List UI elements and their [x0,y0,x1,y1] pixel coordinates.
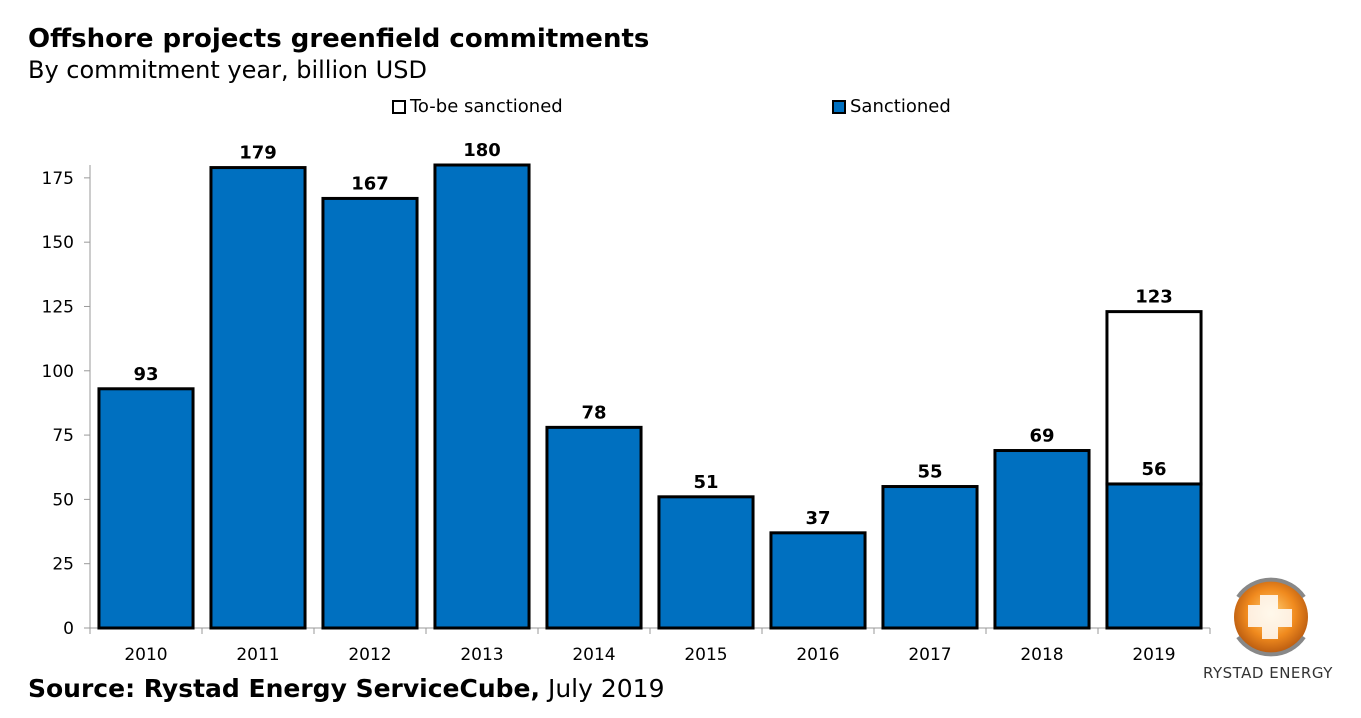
x-tick-label-2015: 2015 [684,645,727,665]
y-tick-label: 50 [52,490,74,510]
bar-sanctioned-2013 [433,163,531,630]
source-date: July 2019 [540,674,665,703]
x-tick-label-2019: 2019 [1132,645,1175,665]
bar-sanctioned-2014 [545,425,643,630]
bar-sanctioned-2010 [97,387,195,630]
bar-sanctioned-2017 [881,485,979,630]
bar-sanctioned-2019 [1105,482,1203,630]
data-label-2013: 180 [463,140,501,161]
x-tick-label-2016: 2016 [796,645,839,665]
bar-sanctioned-2016 [769,531,867,630]
x-tick-label-2018: 2018 [1020,645,1063,665]
chart-title: Offshore projects greenfield commitments [28,24,650,54]
data-label-2017: 55 [917,462,942,483]
data-label-2011: 179 [239,143,277,164]
x-tick-label-2011: 2011 [236,645,279,665]
data-label-2014: 78 [581,402,606,423]
source-bold: Source: Rystad Energy ServiceCube, [28,674,540,703]
y-tick-label: 175 [42,169,74,189]
legend-label-sanctioned: Sanctioned [850,96,951,117]
data-label-2019: 123 [1135,287,1173,308]
data-label-2018: 69 [1029,426,1054,447]
bar-sanctioned-2011 [209,166,307,630]
legend-item-sanctioned: Sanctioned [832,96,951,117]
bar-to-be-sanctioned-2019 [1105,310,1203,486]
logo-text: RYSTAD ENERGY [1203,664,1333,682]
legend-swatch-sanctioned [832,99,846,114]
data-label-2016: 37 [805,508,830,529]
y-tick-label: 150 [42,233,74,253]
y-tick-label: 25 [52,555,74,575]
x-tick-label-2014: 2014 [572,645,615,665]
data-label-2010: 93 [133,364,158,385]
bar-sanctioned-2018 [993,449,1091,630]
x-tick-label-2013: 2013 [460,645,503,665]
legend-swatch-to-be-sanctioned [392,99,406,114]
legend-item-to-be-sanctioned: To-be sanctioned [392,96,563,117]
y-tick-label: 125 [42,297,74,317]
inner-label-2019: 56 [1141,459,1166,480]
bar-sanctioned-2015 [657,495,755,630]
x-tick-label-2017: 2017 [908,645,951,665]
x-tick-label-2012: 2012 [348,645,391,665]
rystad-logo-icon [1234,577,1308,657]
data-label-2015: 51 [693,472,718,493]
source-note: Source: Rystad Energy ServiceCube, July … [28,674,664,703]
x-tick-label-2010: 2010 [124,645,167,665]
y-tick-label: 0 [63,619,74,639]
data-label-2012: 167 [351,173,389,194]
y-tick-label: 100 [42,362,74,382]
legend-label-to-be-sanctioned: To-be sanctioned [410,96,563,117]
bar-sanctioned-2012 [321,196,419,630]
chart-subtitle: By commitment year, billion USD [28,56,427,84]
y-tick-label: 75 [52,426,74,446]
